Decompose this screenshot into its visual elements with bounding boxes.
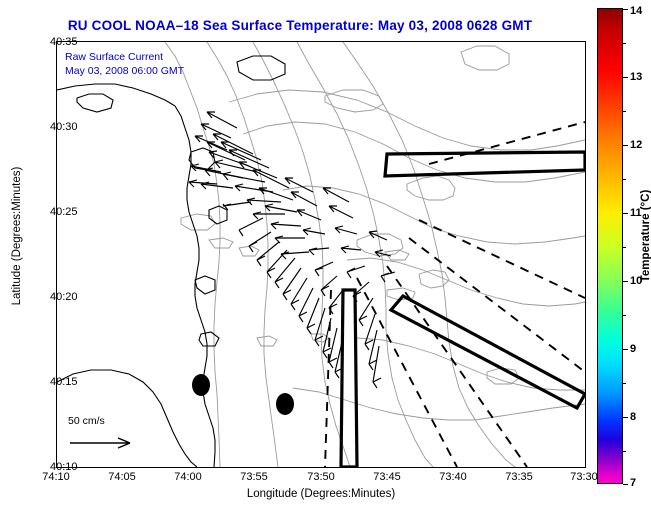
cbar-tick-7 [623, 484, 628, 485]
xtick-0: 74:10 [42, 471, 70, 483]
ship-track-polygons [339, 150, 585, 467]
ytick-0: 40:35 [50, 36, 78, 48]
ytick-3: 40:20 [50, 291, 78, 303]
cbar-minor-6 [623, 383, 626, 384]
xtick-8: 73:30 [570, 471, 598, 483]
xtick-3: 73:55 [240, 471, 268, 483]
cbar-tick-14 [623, 9, 628, 10]
cbar-minor-4 [623, 247, 626, 248]
right-arrow-icon [70, 437, 131, 449]
cbar-label-10: 10 [630, 275, 643, 287]
cbar-tick-12 [623, 145, 628, 146]
ytick-2: 40:25 [50, 206, 78, 218]
map-plot-area: Raw Surface Current May 03, 2008 06:00 G… [56, 41, 586, 468]
xtick-6: 73:40 [439, 471, 467, 483]
ytick-1: 40:30 [50, 121, 78, 133]
ytick-5: 40:10 [50, 461, 78, 473]
xtick-5: 73:45 [373, 471, 401, 483]
temperature-colorbar [597, 8, 623, 484]
dashed-transect-lines [324, 121, 585, 467]
vector-scale-label: 50 cm/s [68, 415, 105, 427]
cbar-label-14: 14 [630, 5, 643, 17]
cbar-label-12: 12 [630, 139, 643, 151]
station-markers [192, 374, 294, 415]
surface-current-vectors [188, 111, 396, 389]
cbar-label-13: 13 [630, 71, 643, 83]
cbar-tick-10 [623, 281, 628, 282]
xtick-2: 74:00 [174, 471, 202, 483]
cbar-label-7: 7 [630, 477, 637, 489]
cbar-label-11: 11 [630, 207, 642, 219]
cbar-minor-1 [623, 43, 626, 44]
coastline [57, 55, 286, 467]
cbar-tick-8 [623, 417, 628, 418]
colorbar-title: Temperature (°C) [640, 189, 651, 283]
vector-scale-key: 50 cm/s [64, 415, 194, 459]
xtick-7: 73:35 [505, 471, 533, 483]
cbar-tick-9 [623, 349, 628, 350]
cbar-label-9: 9 [630, 343, 637, 355]
cbar-minor-5 [623, 315, 626, 316]
xtick-1: 74:05 [108, 471, 136, 483]
x-axis-title: Longitude (Degrees:Minutes) [246, 488, 396, 500]
cbar-tick-11 [623, 213, 628, 214]
map-graphics [57, 42, 585, 467]
cbar-tick-13 [623, 77, 628, 78]
xtick-4: 73:50 [307, 471, 335, 483]
figure-title: RU COOL NOAA–18 Sea Surface Temperature:… [67, 18, 533, 33]
ytick-4: 40:15 [50, 376, 78, 388]
y-axis-title: Latitude (Degrees:Minutes) [11, 166, 23, 306]
cbar-label-8: 8 [630, 411, 637, 423]
cbar-minor-7 [623, 451, 626, 452]
cbar-minor-3 [623, 179, 626, 180]
cbar-minor-2 [623, 111, 626, 112]
